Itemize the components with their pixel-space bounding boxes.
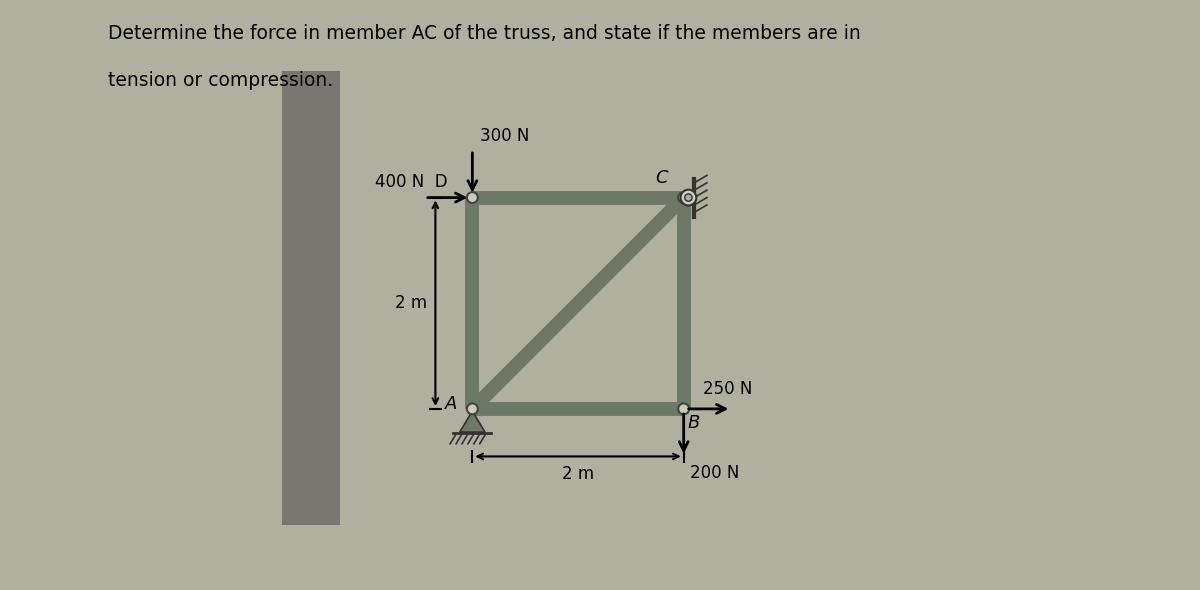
Circle shape (469, 194, 476, 201)
Text: 300 N: 300 N (480, 127, 529, 145)
Text: 2 m: 2 m (395, 294, 427, 312)
Text: C: C (655, 169, 668, 187)
Text: B: B (688, 414, 701, 432)
Circle shape (467, 403, 478, 415)
Text: Determine the force in member AC of the truss, and state if the members are in: Determine the force in member AC of the … (108, 24, 860, 42)
Text: tension or compression.: tension or compression. (108, 71, 334, 90)
Circle shape (680, 405, 688, 412)
Bar (282, 71, 341, 525)
Circle shape (467, 192, 478, 204)
Circle shape (685, 194, 692, 201)
Circle shape (680, 194, 688, 201)
Circle shape (678, 192, 690, 204)
Circle shape (678, 403, 690, 415)
Polygon shape (460, 411, 485, 432)
Text: 400 N  D: 400 N D (376, 173, 448, 191)
Circle shape (680, 189, 696, 205)
Text: 200 N: 200 N (690, 464, 739, 482)
Text: A: A (445, 395, 457, 412)
Text: 2 m: 2 m (562, 465, 594, 483)
Text: 250 N: 250 N (703, 381, 752, 398)
Circle shape (469, 405, 476, 412)
